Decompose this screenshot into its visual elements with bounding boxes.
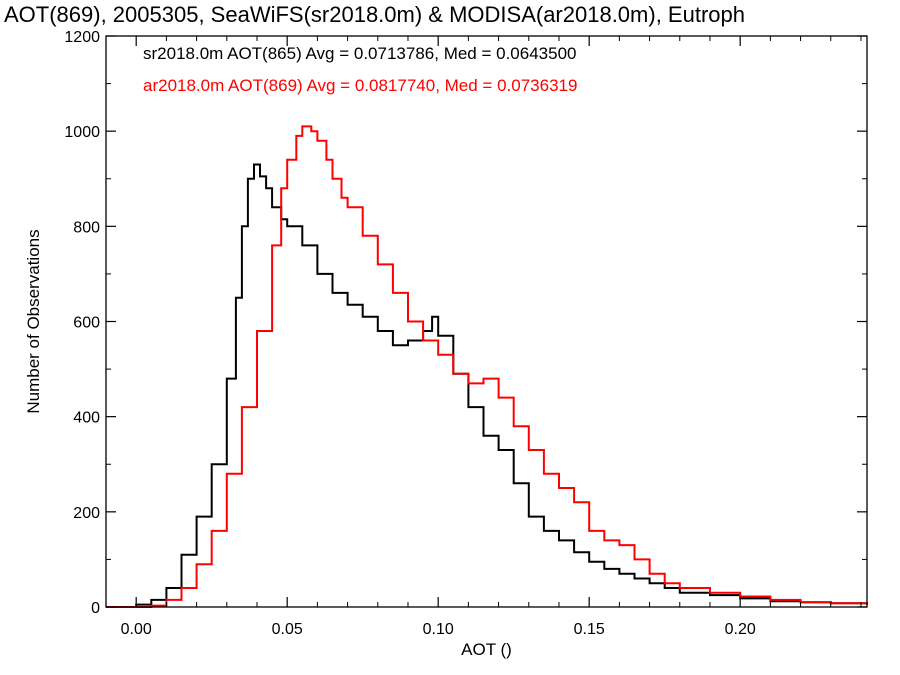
chart-title: AOT(869), 2005305, SeaWiFS(sr2018.0m) & … — [4, 2, 745, 27]
x-tick-label: 0.00 — [121, 621, 152, 638]
series-line-0 — [106, 163, 868, 608]
y-tick-label: 400 — [73, 410, 100, 427]
legend-entry-black-series: sr2018.0m AOT(865) Avg = 0.0713786, Med … — [143, 44, 577, 63]
y-tick-label: 200 — [73, 505, 100, 522]
series-layer — [106, 125, 868, 608]
x-tick-label: 0.10 — [423, 621, 454, 638]
x-tick-label: 0.15 — [574, 621, 605, 638]
legend-entry-red-series: ar2018.0m AOT(869) Avg = 0.0817740, Med … — [143, 76, 578, 95]
ticks-layer — [106, 35, 867, 608]
plot-frame — [105, 35, 868, 608]
series-line-1 — [106, 125, 868, 608]
y-tick-label: 1200 — [64, 29, 100, 46]
y-tick-label: 0 — [91, 600, 100, 617]
y-tick-label: 800 — [73, 219, 100, 236]
x-axis-label: AOT () — [461, 640, 512, 659]
tick-labels-layer: 0.00 0.05 0.10 0.15 0.20 0 200 400 600 800 1000 120… — [64, 29, 755, 638]
y-tick-label: 600 — [73, 315, 100, 332]
y-tick-label: 1000 — [64, 124, 100, 141]
y-axis-label: Number of Observations — [24, 229, 43, 413]
x-tick-label: 0.20 — [725, 621, 756, 638]
x-tick-label: 0.05 — [272, 621, 303, 638]
